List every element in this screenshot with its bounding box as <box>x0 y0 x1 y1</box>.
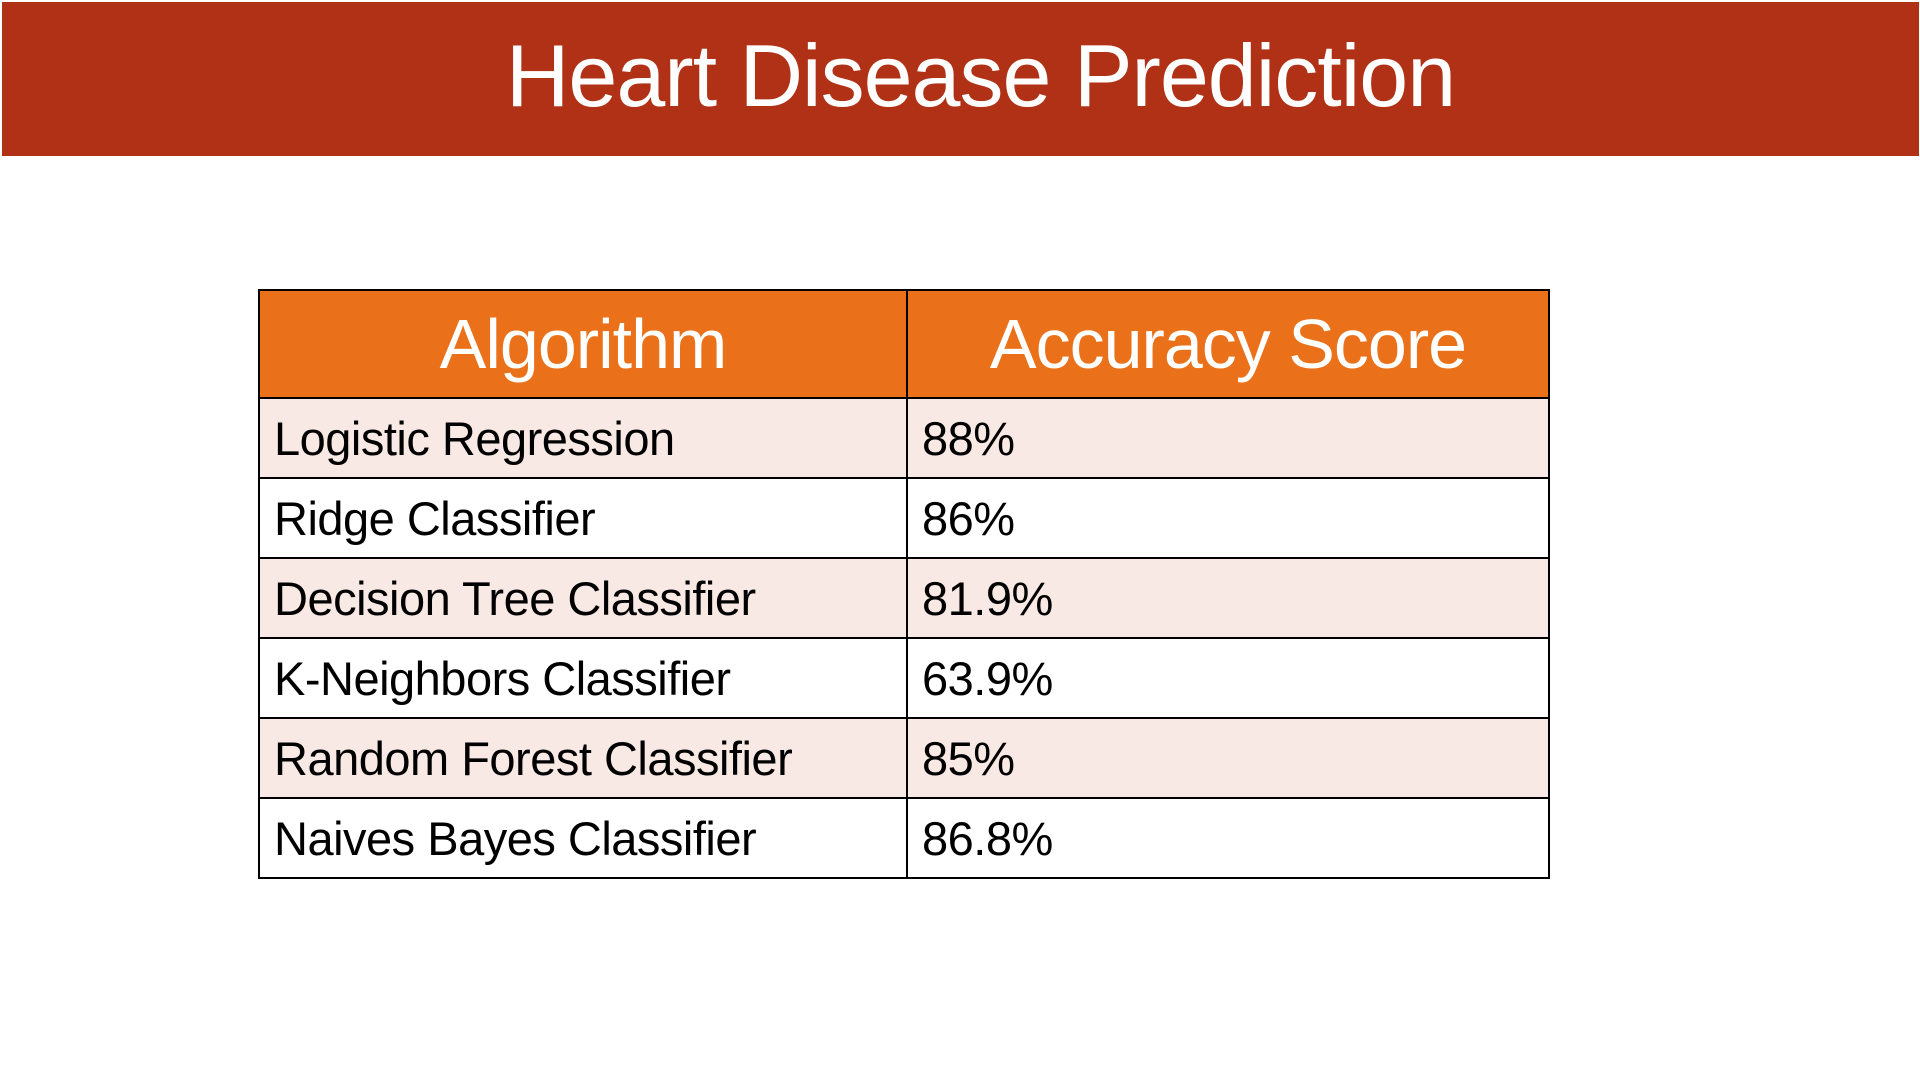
accuracy-cell: 86.8% <box>906 797 1550 879</box>
algorithm-cell: Random Forest Classifier <box>258 717 908 799</box>
table-row: Logistic Regression 88% <box>258 397 1550 479</box>
header-accuracy-score: Accuracy Score <box>906 289 1550 399</box>
algorithm-cell: Ridge Classifier <box>258 477 908 559</box>
accuracy-cell: 85% <box>906 717 1550 799</box>
table-header-row: Algorithm Accuracy Score <box>258 289 1550 399</box>
table-row: Random Forest Classifier 85% <box>258 717 1550 799</box>
table-row: Ridge Classifier 86% <box>258 477 1550 559</box>
algorithm-cell: Naives Bayes Classifier <box>258 797 908 879</box>
algorithm-cell: K-Neighbors Classifier <box>258 637 908 719</box>
accuracy-cell: 88% <box>906 397 1550 479</box>
accuracy-cell: 81.9% <box>906 557 1550 639</box>
header-algorithm: Algorithm <box>258 289 908 399</box>
page-title: Heart Disease Prediction <box>505 26 1456 125</box>
table-row: Naives Bayes Classifier 86.8% <box>258 797 1550 879</box>
table-row: Decision Tree Classifier 81.9% <box>258 557 1550 639</box>
algorithm-cell: Logistic Regression <box>258 397 908 479</box>
table-row: K-Neighbors Classifier 63.9% <box>258 637 1550 719</box>
title-banner: Heart Disease Prediction <box>2 2 1919 156</box>
accuracy-cell: 63.9% <box>906 637 1550 719</box>
algorithm-cell: Decision Tree Classifier <box>258 557 908 639</box>
accuracy-table: Algorithm Accuracy Score Logistic Regres… <box>258 289 1550 879</box>
accuracy-cell: 86% <box>906 477 1550 559</box>
